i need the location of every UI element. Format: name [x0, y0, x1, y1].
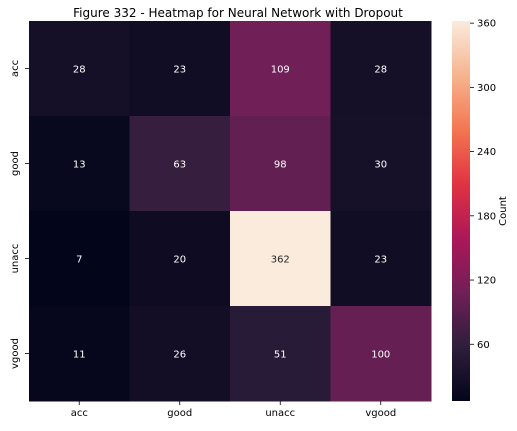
y-axis-ticks: acc good unacc vgood: [10, 60, 29, 369]
heatmap-cell-label: 362: [271, 255, 290, 266]
heatmap-cell: [230, 21, 331, 117]
heatmap-cell-label: 28: [374, 65, 387, 76]
heatmap-cell: [330, 21, 432, 117]
heatmap-cell-label: 98: [274, 160, 287, 171]
colorbar-tick-label: 300: [477, 83, 496, 94]
colorbar-tick-label: 180: [477, 211, 496, 222]
heatmap-cell-label: 63: [173, 160, 186, 171]
x-tick-label: vgood: [365, 408, 396, 419]
x-axis-ticks: acc good unacc vgood: [71, 401, 396, 419]
heatmap-cell-label: 109: [271, 65, 290, 76]
colorbar-tick-label: 240: [477, 147, 496, 158]
x-tick-label: acc: [71, 408, 88, 419]
heatmap-cell-label: 20: [173, 255, 186, 266]
colorbar-tick-label: 360: [477, 19, 496, 30]
x-tick-label: unacc: [265, 408, 295, 419]
heatmap-cell: [129, 211, 231, 307]
colorbar-tick-label: 120: [477, 276, 496, 287]
colorbar-gradient: [452, 21, 470, 401]
heatmap-cell-label: 100: [371, 350, 390, 361]
colorbar-tick-label: 60: [477, 340, 490, 351]
y-tick-label: good: [10, 151, 21, 176]
heatmap-cell: [29, 306, 130, 402]
heatmap-cell-label: 7: [76, 255, 82, 266]
heatmap-cell-label: 13: [73, 160, 86, 171]
heatmap-cell: [230, 116, 331, 212]
y-tick-label: unacc: [10, 244, 21, 274]
heatmap-cell: [29, 21, 130, 117]
heatmap-cell: [129, 21, 231, 117]
heatmap-cell-label: 23: [374, 255, 387, 266]
heatmap-cell: [330, 211, 432, 307]
colorbar: 60 120 180 240 300 360: [452, 19, 496, 401]
heatmap-cell: [330, 306, 432, 402]
heatmap-cells: 28 23 109 28 13 63 98 30 7 20 362 23 11 26 51 100: [29, 21, 432, 402]
colorbar-label: Count: [498, 196, 509, 226]
heatmap-cell: [129, 116, 231, 212]
heatmap-cell-label: 28: [73, 65, 86, 76]
heatmap-cell-label: 26: [173, 350, 186, 361]
heatmap-cell: [129, 306, 231, 402]
chart-title: Figure 332 - Heatmap for Neural Network …: [73, 6, 403, 20]
x-tick-label: good: [167, 408, 192, 419]
heatmap-cell-label: 51: [274, 350, 287, 361]
heatmap-cell: [230, 211, 331, 307]
heatmap-cell-label: 30: [374, 160, 387, 171]
heatmap-cell-label: 23: [173, 65, 186, 76]
y-tick-label: acc: [10, 60, 21, 77]
heatmap-cell: [230, 306, 331, 402]
heatmap-cell: [29, 211, 130, 307]
heatmap-cell: [330, 116, 432, 212]
heatmap-cell: [29, 116, 130, 212]
heatmap-cell-label: 11: [73, 350, 86, 361]
y-tick-label: vgood: [10, 338, 21, 369]
